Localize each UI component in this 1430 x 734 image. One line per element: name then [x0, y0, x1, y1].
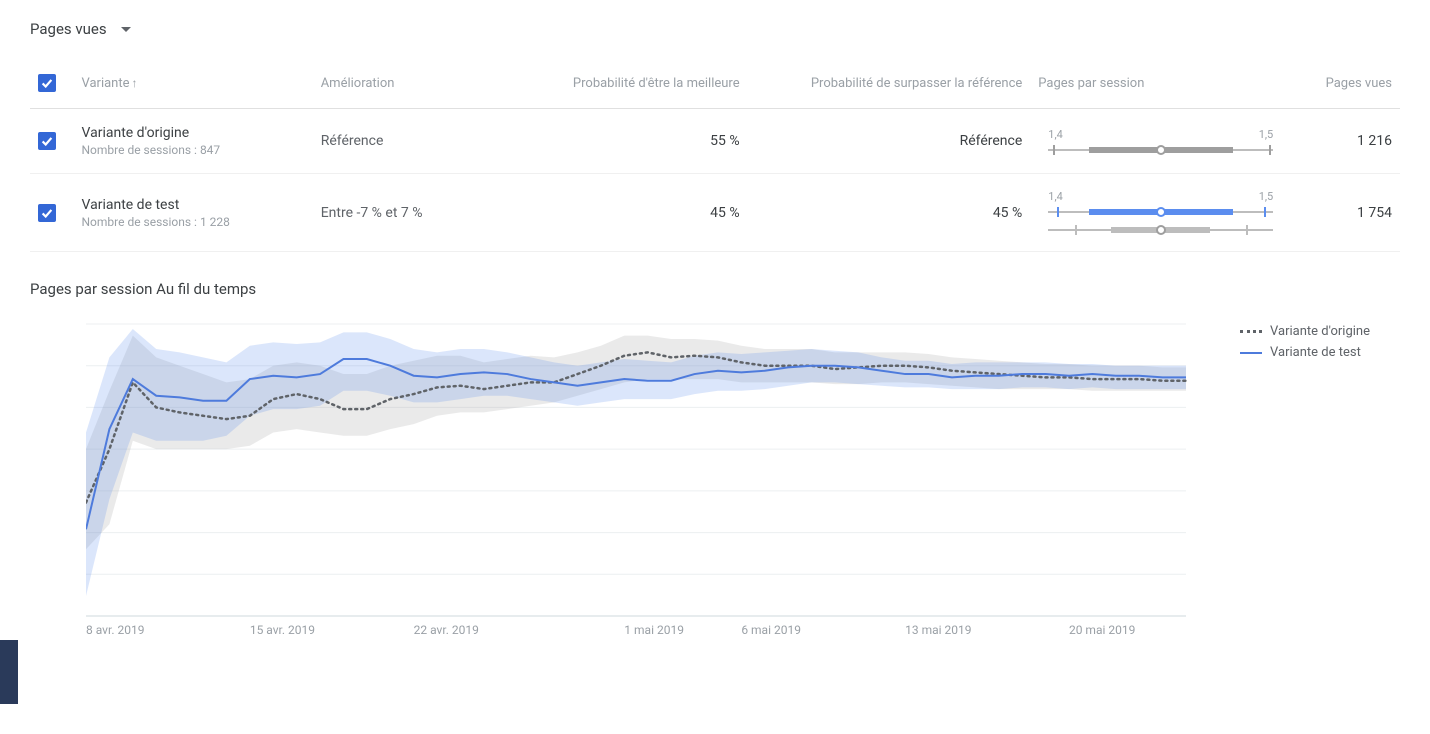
legend-swatch-solid-icon: [1240, 352, 1262, 354]
svg-text:6 mai 2019: 6 mai 2019: [741, 623, 801, 637]
table-row: Variante de test Nombre de sessions : 1 2…: [30, 174, 1400, 252]
cell-pageviews: 1 754: [1291, 174, 1400, 252]
cell-prob-best: 55 %: [508, 109, 747, 174]
variants-table: Variante↑ Amélioration Probabilité d'êtr…: [30, 58, 1400, 252]
report-container: Pages vues Variante↑ Amélioration Probab…: [0, 0, 1430, 686]
sort-ascending-icon: ↑: [132, 76, 138, 90]
left-edge-tab[interactable]: [0, 640, 18, 704]
cell-prob-beat: Référence: [748, 109, 1031, 174]
variant-name: Variante de test: [81, 197, 304, 213]
chevron-down-icon: [121, 27, 131, 32]
chart-frame: 00,250,50,7511,251,51,758 avr. 201915 av…: [30, 306, 1400, 666]
chart-legend: Variante d'origine Variante de test: [1240, 324, 1370, 366]
svg-text:22 avr. 2019: 22 avr. 2019: [414, 623, 479, 637]
timeseries-chart: 00,250,50,7511,251,51,758 avr. 201915 av…: [86, 316, 1206, 646]
cell-range: 1,41,5: [1030, 109, 1291, 174]
row-checkbox[interactable]: [38, 204, 56, 222]
svg-text:13 mai 2019: 13 mai 2019: [905, 623, 971, 637]
variant-sessions: Nombre de sessions : 1 228: [81, 215, 304, 229]
legend-swatch-dashed-icon: [1240, 330, 1262, 333]
header-variant[interactable]: Variante↑: [73, 58, 312, 109]
select-all-checkbox[interactable]: [38, 74, 56, 92]
metric-dropdown[interactable]: Pages vues: [30, 20, 1400, 38]
table-row: Variante d'origine Nombre de sessions : 8…: [30, 109, 1400, 174]
row-checkbox[interactable]: [38, 132, 56, 150]
cell-improvement: Entre -7 % et 7 %: [313, 174, 509, 252]
svg-text:20 mai 2019: 20 mai 2019: [1069, 623, 1135, 637]
header-pageviews[interactable]: Pages vues: [1291, 58, 1400, 109]
svg-text:8 avr. 2019: 8 avr. 2019: [86, 623, 144, 637]
chart-title: Pages par session Au fil du temps: [30, 280, 1400, 298]
svg-text:1 mai 2019: 1 mai 2019: [624, 623, 684, 637]
cell-improvement: Référence: [313, 109, 509, 174]
variant-name: Variante d'origine: [81, 125, 304, 141]
variant-sessions: Nombre de sessions : 847: [81, 143, 304, 157]
cell-pageviews: 1 216: [1291, 109, 1400, 174]
metric-dropdown-label: Pages vues: [30, 20, 107, 38]
cell-prob-beat: 45 %: [748, 174, 1031, 252]
header-prob-best[interactable]: Probabilité d'être la meilleure: [508, 58, 747, 109]
svg-text:15 avr. 2019: 15 avr. 2019: [250, 623, 315, 637]
cell-prob-best: 45 %: [508, 174, 747, 252]
header-improvement[interactable]: Amélioration: [313, 58, 509, 109]
header-prob-beat[interactable]: Probabilité de surpasser la référence: [748, 58, 1031, 109]
legend-item-origin[interactable]: Variante d'origine: [1240, 324, 1370, 339]
table-header-row: Variante↑ Amélioration Probabilité d'êtr…: [30, 58, 1400, 109]
legend-item-test[interactable]: Variante de test: [1240, 345, 1370, 360]
cell-range: 1,41,5: [1030, 174, 1291, 252]
header-range[interactable]: Pages par session: [1030, 58, 1291, 109]
